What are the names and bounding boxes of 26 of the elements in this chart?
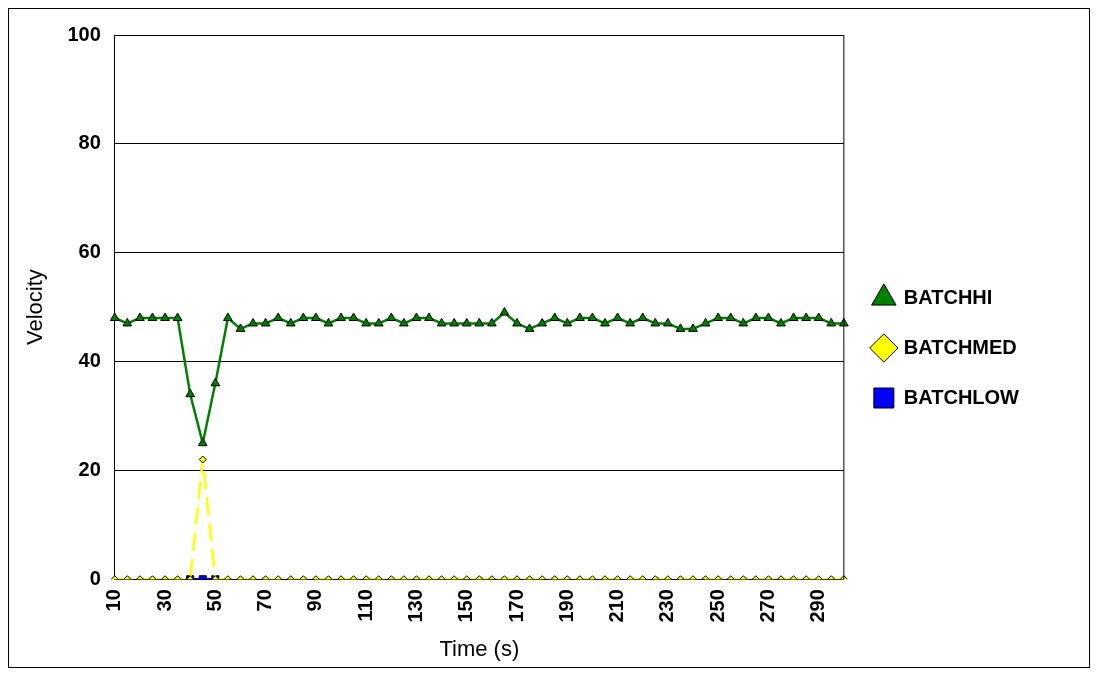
legend-label: BATCHMED — [903, 335, 1017, 358]
x-tick-label: 170 — [504, 589, 527, 623]
y-tick-label: 0 — [89, 566, 101, 589]
y-tick-label: 80 — [78, 131, 101, 154]
x-tick-label: 270 — [755, 589, 778, 623]
x-tick-label: 90 — [303, 589, 326, 612]
y-tick-label: 100 — [67, 22, 101, 45]
x-tick-label: 290 — [806, 589, 829, 623]
x-tick-label: 250 — [705, 589, 728, 623]
legend-label: BATCHLOW — [903, 385, 1020, 408]
y-tick-label: 60 — [78, 240, 101, 263]
x-axis-title: Time (s) — [439, 635, 520, 661]
y-axis-title: Velocity — [22, 269, 48, 346]
x-tick-label: 10 — [102, 589, 125, 612]
x-tick-label: 150 — [454, 589, 477, 623]
x-tick-label: 70 — [253, 589, 276, 612]
x-tick-label: 210 — [605, 589, 628, 623]
x-tick-label: 230 — [655, 589, 678, 623]
legend-label: BATCHHI — [903, 285, 993, 308]
x-tick-label: 30 — [152, 589, 175, 612]
y-tick-label: 40 — [78, 349, 101, 372]
y-tick-label: 20 — [78, 457, 101, 480]
x-tick-label: 190 — [554, 589, 577, 623]
x-tick-label: 50 — [202, 589, 225, 612]
x-tick-label: 110 — [353, 589, 376, 622]
x-tick-label: 130 — [403, 589, 426, 623]
